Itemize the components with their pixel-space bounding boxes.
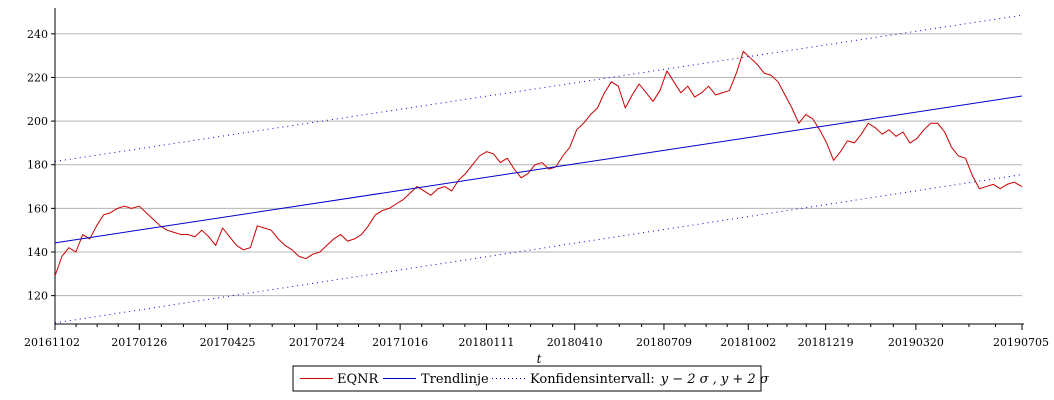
y-tick-label: 120	[27, 290, 48, 303]
x-tick-label: 20181219	[798, 336, 854, 349]
x-axis-ticks: 20161102 20170126 20170425 20170724 20171016…	[24, 324, 1049, 349]
y-tick-label: 220	[27, 71, 48, 84]
legend: EQNR Trendlinje Konfidensintervall: y − 2…	[292, 365, 770, 392]
x-tick-label: 20171016	[372, 336, 428, 349]
x-tick-label: 20180709	[636, 336, 692, 349]
plot-area	[54, 14, 1023, 324]
series-eqnr	[54, 50, 1023, 277]
y-tick-label: 180	[27, 159, 48, 172]
x-tick-label: 20181002	[720, 336, 776, 349]
legend-label-conf: Konfidensintervall: y − 2 σ , y + 2 σ	[530, 372, 770, 387]
series-konfidensintervall-lower	[54, 174, 1023, 324]
series-konfidensintervall-upper	[54, 14, 1023, 162]
y-tick-label: 160	[27, 202, 48, 215]
x-tick-label: 20170724	[289, 336, 345, 349]
x-tick-label: 20170126	[111, 336, 167, 349]
y-axis-ticks: 120 140 160 180 200 220 240	[27, 28, 55, 303]
x-tick-label: 20190320	[888, 336, 944, 349]
legend-label-conf-formula: y − 2 σ , y + 2 σ	[660, 372, 770, 387]
gridlines	[55, 33, 1022, 297]
legend-box	[292, 365, 762, 392]
x-tick-label: 20180111	[458, 336, 514, 349]
x-tick-label: 20170425	[200, 336, 256, 349]
x-axis-label: t	[537, 352, 542, 366]
series-trendlinje	[54, 95, 1023, 244]
legend-label-conf-prefix: Konfidensintervall:	[530, 372, 655, 387]
y-tick-label: 200	[27, 115, 48, 128]
legend-label-eqnr: EQNR	[337, 372, 380, 387]
x-tick-label: 20180410	[547, 336, 603, 349]
legend-label-trend: Trendlinje	[421, 372, 489, 387]
axes	[54, 8, 1024, 325]
y-tick-label: 240	[27, 28, 48, 41]
y-tick-label: 140	[27, 246, 48, 259]
x-tick-label: 20190705	[993, 336, 1049, 349]
x-tick-label: 20161102	[24, 336, 80, 349]
